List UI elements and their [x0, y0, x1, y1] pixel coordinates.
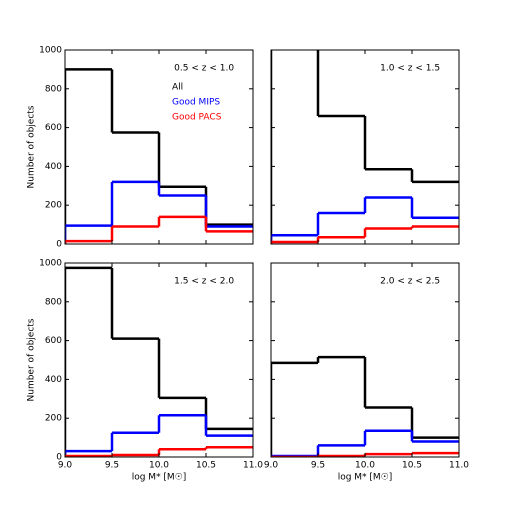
y-tick-label: 600 — [45, 336, 62, 346]
y-tick-label: 0 — [56, 240, 62, 250]
x-tick-label: 10.0 — [355, 461, 375, 471]
plot-area — [65, 266, 253, 457]
x-tick-label: 9.5 — [105, 461, 119, 471]
y-tick-label: 1000 — [39, 259, 62, 269]
x-tick-label: 9.0 — [58, 461, 73, 471]
y-tick-label: 200 — [45, 414, 62, 424]
panel-title: 1.5 < z < 2.0 — [174, 277, 234, 287]
panel-title: 0.5 < z < 1.0 — [174, 64, 234, 74]
y-tick-label: 200 — [45, 201, 62, 211]
legend-entry: Good PACS — [172, 113, 222, 123]
panel-title: 2.0 < z < 2.5 — [380, 277, 440, 287]
plot-area — [65, 68, 253, 244]
x-axis-label: log M* [M☉] — [132, 473, 187, 483]
plot-area — [271, 355, 459, 457]
y-axis-label: Number of objects — [27, 318, 37, 401]
legend-entry: Good MIPS — [172, 98, 220, 108]
x-tick-label: 11.0 — [449, 461, 469, 471]
plot-area — [271, 50, 459, 244]
y-tick-label: 400 — [45, 162, 62, 172]
y-tick-label: 800 — [45, 84, 62, 94]
x-tick-label: 11.0 — [243, 461, 263, 471]
y-tick-label: 400 — [45, 375, 62, 385]
y-tick-label: 600 — [45, 123, 62, 133]
y-tick-label: 800 — [45, 297, 62, 307]
y-tick-label: 0 — [56, 453, 62, 463]
panel-title: 1.0 < z < 1.5 — [380, 64, 440, 74]
x-tick-label: 10.5 — [196, 461, 216, 471]
x-tick-label: 9.0 — [264, 461, 279, 471]
x-tick-label: 10.5 — [402, 461, 422, 471]
x-tick-label: 10.0 — [149, 461, 169, 471]
legend-entry: All — [172, 83, 183, 93]
y-axis-label: Number of objects — [27, 105, 37, 188]
y-tick-label: 1000 — [39, 46, 62, 56]
x-axis-label: log M* [M☉] — [338, 473, 393, 483]
x-tick-label: 9.5 — [311, 461, 325, 471]
